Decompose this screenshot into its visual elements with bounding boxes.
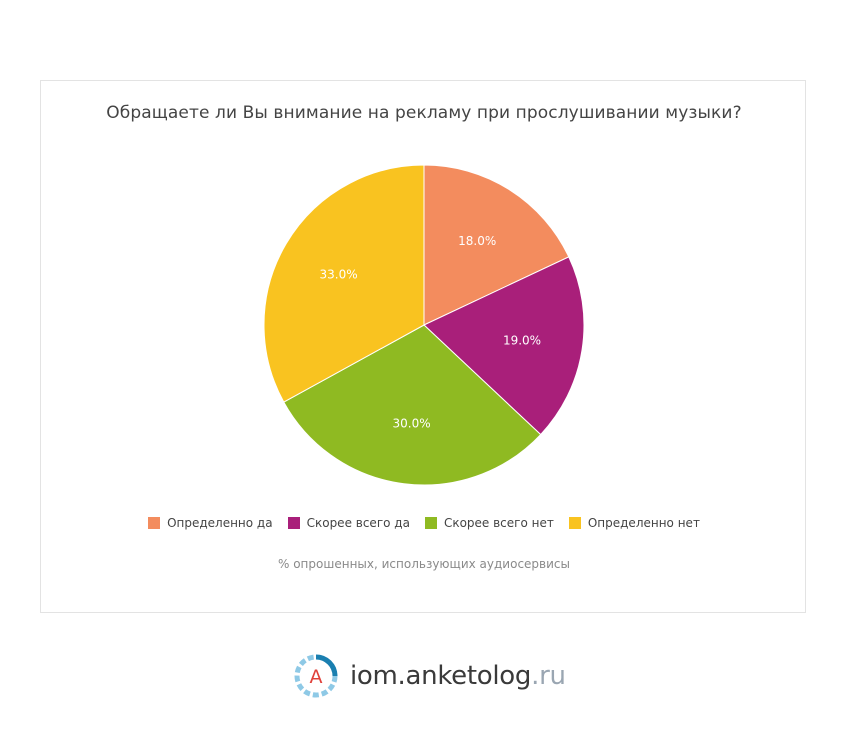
legend-label: Определенно нет bbox=[587, 516, 700, 530]
legend-label: Определенно да bbox=[167, 516, 273, 530]
legend-item[interactable]: Скорее всего да bbox=[287, 516, 410, 530]
legend-swatch bbox=[287, 517, 300, 529]
legend-label: Скорее всего да bbox=[306, 516, 410, 530]
brand-name: iom.anketolog.ru bbox=[350, 661, 566, 691]
pie-slice-label-4: 33.0% bbox=[320, 268, 358, 282]
legend-item[interactable]: Скорее всего нет bbox=[424, 516, 554, 530]
chart-subtitle: % опрошенных, использующих аудиосервисы bbox=[278, 557, 570, 571]
pie-slice-1[interactable] bbox=[423, 164, 570, 326]
legend-swatch bbox=[148, 517, 161, 529]
pie-slice-3[interactable] bbox=[283, 324, 542, 486]
legend-swatch bbox=[424, 517, 437, 529]
anketolog-logo-icon: A bbox=[294, 654, 338, 698]
chart-title: Обращаете ли Вы внимание на рекламу при … bbox=[106, 103, 742, 123]
legend-item[interactable]: Определенно нет bbox=[568, 516, 700, 530]
pie-slice-label-3: 30.0% bbox=[393, 416, 431, 430]
chart-legend: Определенно да Скорее всего да Скорее всег… bbox=[0, 516, 848, 530]
logo-letter: A bbox=[310, 666, 323, 688]
pie-slice-2[interactable] bbox=[423, 256, 585, 436]
legend-label: Скорее всего нет bbox=[443, 516, 554, 530]
legend-item[interactable]: Определенно да bbox=[148, 516, 273, 530]
brand[interactable]: A iom.anketolog.ru bbox=[292, 652, 566, 700]
pie-slice-label-1: 18.0% bbox=[458, 234, 496, 248]
pie-slice-label-2: 19.0% bbox=[503, 334, 541, 348]
pie-slice-4[interactable] bbox=[263, 164, 425, 403]
legend-swatch bbox=[568, 517, 581, 529]
